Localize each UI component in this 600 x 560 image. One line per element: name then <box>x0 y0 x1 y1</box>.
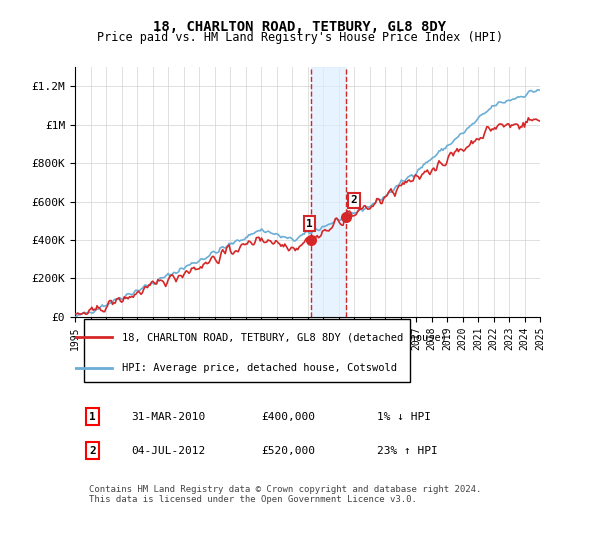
Text: 2: 2 <box>350 195 358 206</box>
Text: £520,000: £520,000 <box>261 446 315 456</box>
Bar <box>311 67 346 317</box>
Text: 23% ↑ HPI: 23% ↑ HPI <box>377 446 438 456</box>
Text: 1: 1 <box>307 218 313 228</box>
Text: 1: 1 <box>89 412 96 422</box>
Text: 04-JUL-2012: 04-JUL-2012 <box>131 446 205 456</box>
Text: 1% ↓ HPI: 1% ↓ HPI <box>377 412 431 422</box>
Text: 31-MAR-2010: 31-MAR-2010 <box>131 412 205 422</box>
Text: 2: 2 <box>89 446 96 456</box>
Text: 18, CHARLTON ROAD, TETBURY, GL8 8DY: 18, CHARLTON ROAD, TETBURY, GL8 8DY <box>154 20 446 34</box>
FancyBboxPatch shape <box>84 319 410 381</box>
Text: 18, CHARLTON ROAD, TETBURY, GL8 8DY (detached house): 18, CHARLTON ROAD, TETBURY, GL8 8DY (det… <box>121 332 446 342</box>
Text: HPI: Average price, detached house, Cotswold: HPI: Average price, detached house, Cots… <box>121 363 397 373</box>
Text: Contains HM Land Registry data © Crown copyright and database right 2024.
This d: Contains HM Land Registry data © Crown c… <box>89 485 481 504</box>
Text: Price paid vs. HM Land Registry's House Price Index (HPI): Price paid vs. HM Land Registry's House … <box>97 31 503 44</box>
Text: £400,000: £400,000 <box>261 412 315 422</box>
